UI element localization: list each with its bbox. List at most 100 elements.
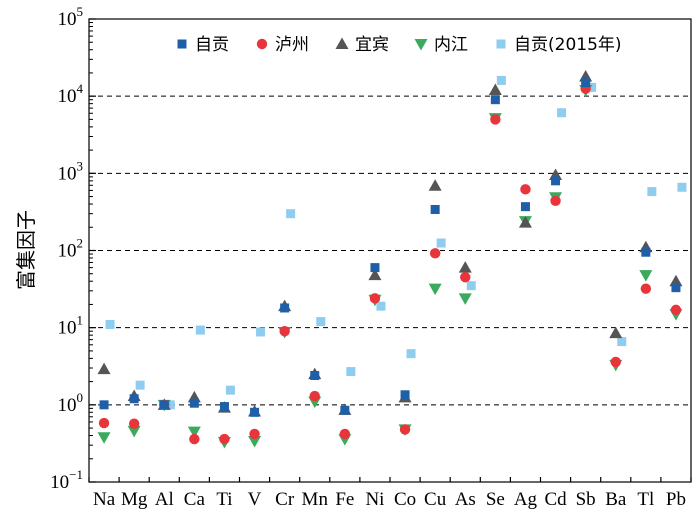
data-point — [187, 426, 201, 439]
data-points — [97, 69, 687, 449]
data-point — [490, 114, 501, 125]
data-point — [370, 263, 380, 273]
data-point — [428, 179, 442, 191]
x-tick-label: Mg — [121, 489, 148, 510]
data-point — [97, 362, 111, 375]
x-tick-label: Mn — [302, 489, 329, 510]
legend-label: 宜宾 — [355, 35, 389, 55]
data-point — [460, 272, 471, 283]
data-point — [99, 400, 109, 410]
y-tick-label: 102 — [58, 236, 84, 262]
data-point — [670, 304, 682, 316]
data-point — [189, 398, 199, 408]
data-point — [219, 433, 230, 445]
legend-marker — [496, 39, 506, 49]
x-tick-label: Se — [486, 489, 505, 510]
series-group — [105, 75, 687, 410]
data-point — [286, 209, 296, 219]
data-point — [581, 78, 591, 88]
data-point — [639, 270, 653, 282]
data-point — [587, 82, 597, 92]
x-tick-label: Cd — [544, 489, 567, 510]
y-tick-label: 101 — [58, 313, 84, 339]
data-point — [557, 108, 567, 118]
data-point — [225, 385, 235, 395]
data-point — [617, 337, 627, 347]
y-tick-label: 10−1 — [50, 467, 83, 493]
data-point — [316, 317, 326, 327]
y-tick-label: 104 — [58, 81, 84, 107]
data-point — [309, 390, 320, 402]
x-tick-label: Ba — [605, 489, 627, 510]
data-point — [677, 182, 687, 192]
data-point — [551, 176, 561, 186]
x-tick-label: Ag — [514, 489, 538, 510]
legend-entry: 内江 — [414, 35, 468, 55]
legend-marker — [256, 38, 268, 50]
data-point — [609, 326, 623, 339]
data-point — [488, 83, 502, 96]
data-point — [135, 380, 145, 390]
data-point — [165, 400, 175, 410]
data-point — [610, 356, 621, 368]
data-point — [346, 367, 356, 377]
y-tick-label: 105 — [58, 4, 84, 30]
legend-entry: 宜宾 — [335, 35, 389, 55]
data-point — [430, 204, 440, 214]
data-point — [376, 301, 386, 311]
data-point — [280, 303, 290, 313]
data-point — [339, 428, 351, 440]
x-tick-label: Co — [394, 489, 416, 510]
data-point — [127, 425, 141, 438]
legend-marker — [414, 39, 428, 51]
data-point — [368, 268, 382, 281]
legend-label: 自贡 — [195, 35, 229, 55]
y-axis: 10−1 100 101 102 103 104 105 — [50, 4, 96, 493]
y-tick-label: 100 — [58, 390, 84, 416]
x-tick-label: Cr — [275, 489, 295, 510]
x-tick-label: Cu — [424, 489, 447, 510]
data-point — [429, 248, 441, 259]
legend-entry: 自贡(2015年) — [496, 35, 622, 55]
legend-entry: 自贡 — [177, 35, 229, 55]
data-point — [671, 283, 681, 293]
data-point — [520, 202, 530, 212]
data-point — [458, 293, 472, 305]
data-point — [97, 432, 111, 444]
data-point — [400, 390, 410, 400]
data-point — [310, 370, 320, 380]
data-point — [520, 184, 531, 195]
legend-marker — [177, 39, 187, 49]
data-point — [399, 424, 411, 435]
data-point — [369, 293, 381, 304]
x-tick-label: Pb — [666, 489, 686, 510]
legend: 自贡 泸州 宜宾 内江 自贡(2015年) — [177, 35, 622, 55]
data-point — [256, 327, 266, 337]
x-tick-label: Ti — [216, 489, 232, 510]
data-point — [640, 283, 652, 294]
data-point — [436, 238, 446, 248]
x-tick-label: Sb — [576, 489, 596, 510]
data-point — [248, 435, 262, 448]
x-tick-label: Ni — [365, 489, 384, 510]
data-point — [128, 418, 140, 429]
data-point — [195, 325, 205, 335]
y-axis-label: 富集因子 — [14, 210, 38, 290]
data-point — [129, 394, 139, 404]
series-group — [99, 78, 681, 417]
x-tick-label: Ca — [184, 489, 206, 510]
legend-entry: 泸州 — [256, 35, 309, 55]
data-point — [279, 325, 290, 337]
gridlines — [89, 95, 691, 406]
legend-marker — [335, 37, 349, 49]
data-point — [641, 247, 651, 257]
data-point — [550, 195, 561, 207]
data-point — [647, 187, 657, 197]
data-point — [249, 428, 260, 440]
x-axis: Na Mg Al Ca Ti V Cr Mn Fe Ni Co Cu As Se Ag Cd Sb Ba Tl Pb — [88, 477, 692, 510]
data-point — [490, 95, 500, 105]
x-tick-label: Fe — [335, 489, 354, 510]
x-tick-label: As — [455, 489, 476, 510]
x-tick-label: V — [248, 489, 262, 510]
